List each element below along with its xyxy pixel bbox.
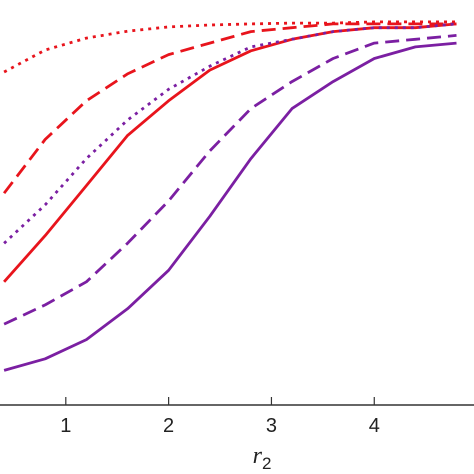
- series-line: [3, 22, 457, 245]
- x-label-sub: 2: [262, 454, 271, 473]
- x-tick-label: 2: [163, 415, 174, 437]
- x-tick-label: 1: [60, 415, 71, 437]
- x-axis-label: r2: [253, 443, 272, 473]
- series-line: [2, 22, 457, 195]
- series-line: [3, 41, 457, 372]
- series-line: [3, 20, 457, 74]
- series-line: [3, 34, 457, 326]
- x-tick-label: 4: [369, 415, 380, 437]
- x-tick-label: 3: [266, 415, 277, 437]
- x-label-main: r: [253, 443, 263, 469]
- series-line: [3, 22, 457, 283]
